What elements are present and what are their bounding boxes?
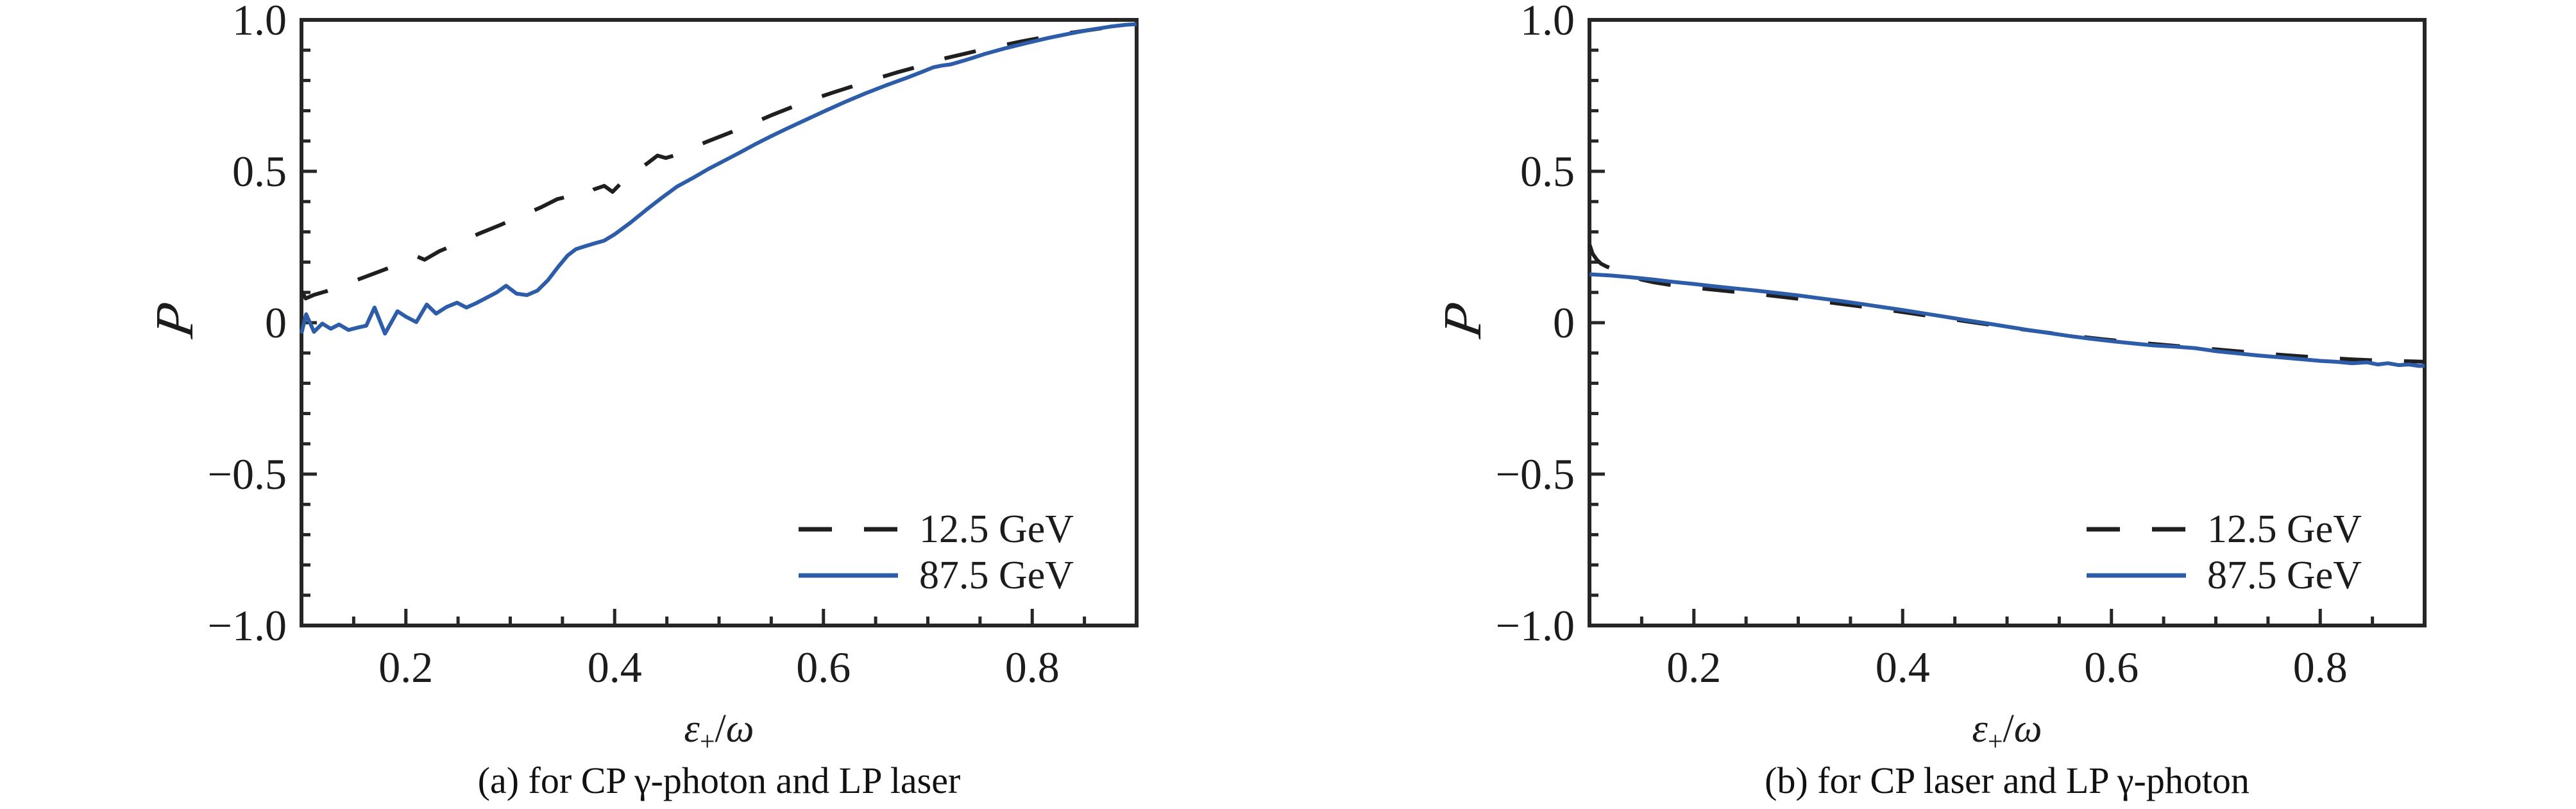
legend-label-12.5-GeV: 12.5 GeV	[2207, 507, 2362, 551]
epsilon-symbol: ε	[684, 707, 700, 751]
script-P-label: P	[1432, 298, 1493, 341]
y-axis-label-a: P	[123, 268, 226, 371]
x-tick-label-0.4: 0.4	[1876, 643, 1930, 692]
script-P-label: P	[144, 298, 205, 341]
plus-subscript: +	[699, 727, 715, 757]
series-87.5-GeV	[300, 22, 1137, 336]
x-tick-label-0.2: 0.2	[1666, 643, 1721, 692]
y-tick-label-−0.5: −0.5	[208, 450, 287, 498]
chart-b: 0.2 0.4 0.6 0.8 1.0 0.5 0 −0.5 −1.0 12.5 GeV87.5 …	[1496, 0, 2427, 692]
omega-symbol: ω	[2013, 707, 2042, 751]
y-tick-label-1.0: 1.0	[232, 0, 287, 44]
plus-subscript: +	[1987, 727, 2003, 757]
y-tick-label-0: 0	[265, 298, 287, 347]
y-axis-label-b: P	[1411, 268, 1514, 371]
x-tick-label-0.8: 0.8	[1005, 643, 1060, 692]
y-tick-label-1.0: 1.0	[1520, 0, 1575, 44]
series-87.5-GeV	[1589, 272, 2425, 368]
legend-label-12.5-GeV: 12.5 GeV	[919, 507, 1074, 551]
caption-b: (b) for CP laser and LP γ-photon	[1765, 760, 2250, 801]
x-axis-label-b: ε+/ω	[1589, 706, 2425, 755]
caption-a: (a) for CP γ-photon and LP laser	[477, 760, 961, 801]
y-tick-label-−0.5: −0.5	[1496, 450, 1575, 498]
omega-symbol: ω	[725, 707, 754, 751]
y-tick-label-−1.0: −1.0	[208, 601, 287, 650]
x-tick-label-0.6: 0.6	[2084, 643, 2139, 692]
y-tick-label-0: 0	[1553, 298, 1575, 347]
epsilon-symbol: ε	[1972, 707, 1988, 751]
slash-symbol: /	[2003, 707, 2014, 751]
slash-symbol: /	[715, 707, 726, 751]
y-tick-label-0.5: 0.5	[1520, 147, 1575, 196]
x-tick-label-0.8: 0.8	[2293, 643, 2348, 692]
panel-b: 0.2 0.4 0.6 0.8 1.0 0.5 0 −0.5 −1.0 12.5 GeV 87.5 …	[1288, 0, 2576, 809]
x-tick-label-0.2: 0.2	[378, 643, 433, 692]
y-tick-label-−1.0: −1.0	[1496, 601, 1575, 650]
series-12.5-GeV	[300, 22, 1137, 301]
x-tick-label-0.6: 0.6	[796, 643, 851, 692]
panel-a: 0.2 0.4 0.6 0.8 1.0 0.5 0 −0.5 −1.0 12.5 GeV 87.5 …	[123, 0, 1139, 801]
y-tick-label-0.5: 0.5	[232, 147, 287, 196]
chart-a: 0.2 0.4 0.6 0.8 1.0 0.5 0 −0.5 −1.0 12.5 GeV87.5 …	[208, 0, 1139, 692]
x-axis-label-a: ε+/ω	[301, 706, 1137, 755]
series-12.5-GeV	[1588, 243, 2425, 364]
legend-label-87.5-GeV: 87.5 GeV	[2207, 554, 2362, 597]
legend-label-87.5-GeV: 87.5 GeV	[919, 554, 1074, 597]
x-tick-label-0.4: 0.4	[588, 643, 642, 692]
